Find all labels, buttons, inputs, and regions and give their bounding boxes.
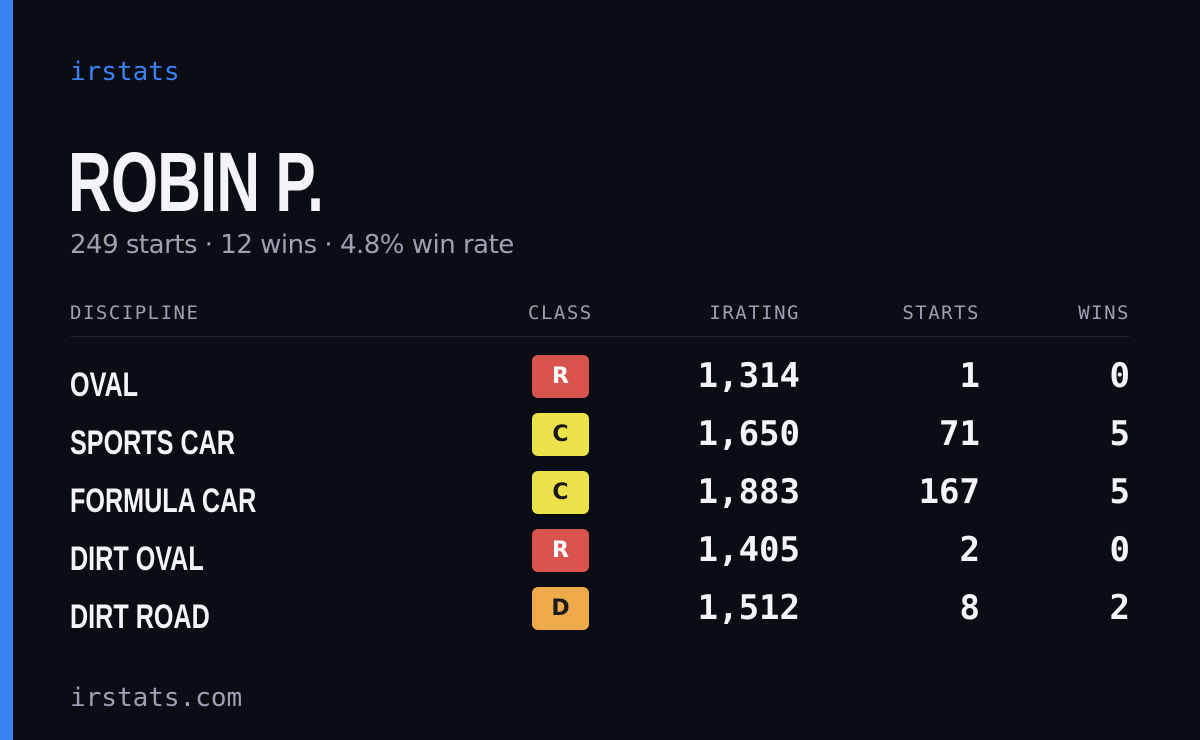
header-wins: WINS — [1078, 302, 1130, 324]
starts-value: 1 — [959, 356, 980, 396]
driver-summary: 249 starts · 12 wins · 4.8% win rate — [70, 230, 514, 260]
starts-value: 167 — [918, 472, 980, 512]
table-row: DIRT ROAD D 1,512 8 2 — [70, 583, 1130, 641]
table-body: OVAL R 1,314 1 0 SPORTS CAR C 1,650 71 5… — [70, 337, 1130, 641]
header-irating: IRATING — [709, 302, 800, 324]
wins-value: 5 — [1109, 414, 1130, 454]
irating-value: 1,314 — [697, 356, 800, 396]
starts-value: 71 — [939, 414, 980, 454]
wins-value: 5 — [1109, 472, 1130, 512]
irating-value: 1,650 — [697, 414, 800, 454]
table-header: DISCIPLINE CLASS IRATING STARTS WINS — [70, 298, 1130, 337]
class-badge: R — [532, 355, 589, 398]
header-class: CLASS — [528, 302, 593, 324]
discipline-name: DIRT OVAL — [70, 540, 204, 578]
irating-value: 1,405 — [697, 530, 800, 570]
class-badge: C — [532, 413, 589, 456]
irating-value: 1,883 — [697, 472, 800, 512]
table-row: DIRT OVAL R 1,405 2 0 — [70, 525, 1130, 583]
class-badge: C — [532, 471, 589, 514]
driver-name: ROBIN P. — [68, 135, 324, 229]
header-discipline: DISCIPLINE — [70, 302, 200, 324]
class-badge: D — [532, 587, 589, 630]
discipline-name: OVAL — [70, 366, 139, 404]
brand-logo: irstats — [70, 57, 180, 87]
table-row: SPORTS CAR C 1,650 71 5 — [70, 409, 1130, 467]
stats-table: DISCIPLINE CLASS IRATING STARTS WINS OVA… — [70, 298, 1130, 641]
class-badge: R — [532, 529, 589, 572]
discipline-name: FORMULA CAR — [70, 482, 257, 520]
footer-url: irstats.com — [70, 683, 243, 713]
accent-bar — [0, 0, 13, 740]
header-starts: STARTS — [902, 302, 980, 324]
wins-value: 2 — [1109, 588, 1130, 628]
discipline-name: SPORTS CAR — [70, 424, 235, 462]
irating-value: 1,512 — [697, 588, 800, 628]
table-row: FORMULA CAR C 1,883 167 5 — [70, 467, 1130, 525]
table-row: OVAL R 1,314 1 0 — [70, 351, 1130, 409]
starts-value: 8 — [959, 588, 980, 628]
wins-value: 0 — [1109, 356, 1130, 396]
discipline-name: DIRT ROAD — [70, 598, 210, 636]
starts-value: 2 — [959, 530, 980, 570]
wins-value: 0 — [1109, 530, 1130, 570]
